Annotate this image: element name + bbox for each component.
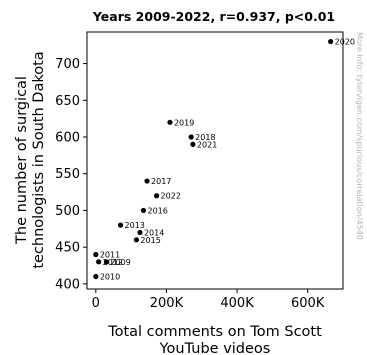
y-tick-label: 550 bbox=[55, 167, 80, 182]
point-label-2022: 2022 bbox=[161, 192, 181, 201]
x-tick-label: 400K bbox=[220, 296, 254, 311]
data-points: 2009201020112012201320142015201620172018… bbox=[93, 38, 355, 282]
data-point-2016 bbox=[141, 208, 146, 213]
y-tick-label: 450 bbox=[55, 241, 80, 256]
point-label-2020: 2020 bbox=[335, 38, 355, 47]
data-point-2022 bbox=[154, 193, 159, 198]
plot-frame bbox=[87, 32, 343, 289]
data-point-2020 bbox=[328, 39, 333, 44]
x-axis: 0 200K 400K 600K bbox=[92, 289, 325, 311]
point-label-2021: 2021 bbox=[197, 140, 217, 149]
y-axis: 400 450 500 550 600 650 700 bbox=[55, 57, 87, 292]
point-label-2017: 2017 bbox=[151, 177, 171, 186]
data-point-2015 bbox=[134, 237, 139, 242]
y-tick-label: 400 bbox=[55, 277, 80, 292]
data-point-2017 bbox=[144, 178, 149, 183]
y-tick-label: 650 bbox=[55, 94, 80, 109]
point-label-2019: 2019 bbox=[174, 118, 194, 127]
chart-title: Years 2009-2022, r=0.937, p<0.01 bbox=[92, 9, 335, 24]
x-tick-label: 200K bbox=[150, 296, 184, 311]
data-point-2011 bbox=[93, 252, 98, 257]
y-axis-label-line-2: technologists in South Dakota bbox=[31, 51, 47, 268]
data-point-2010 bbox=[93, 274, 98, 279]
point-label-2016: 2016 bbox=[147, 206, 167, 215]
data-point-2021 bbox=[190, 142, 195, 147]
x-tick-label: 0 bbox=[92, 296, 100, 311]
x-axis-label-line-1: Total comments on Tom Scott bbox=[107, 324, 322, 340]
x-axis-label-line-2: YouTube videos bbox=[159, 341, 271, 355]
y-axis-label-line-1: The number of surgical bbox=[14, 76, 30, 245]
source-note: More info: tylervigen.com/spurious/corre… bbox=[355, 32, 364, 240]
data-point-2019 bbox=[167, 120, 172, 125]
data-point-2012 bbox=[96, 259, 101, 264]
y-tick-label: 700 bbox=[55, 57, 80, 72]
point-label-2010: 2010 bbox=[100, 273, 120, 282]
data-point-2018 bbox=[189, 134, 194, 139]
data-point-2013 bbox=[118, 223, 123, 228]
point-label-2013: 2013 bbox=[125, 221, 145, 230]
y-tick-label: 500 bbox=[55, 204, 80, 219]
x-tick-label: 600K bbox=[291, 296, 325, 311]
data-point-2014 bbox=[137, 230, 142, 235]
y-tick-label: 600 bbox=[55, 131, 80, 146]
point-label-2015: 2015 bbox=[140, 236, 160, 245]
point-label-2012: 2012 bbox=[103, 258, 123, 267]
